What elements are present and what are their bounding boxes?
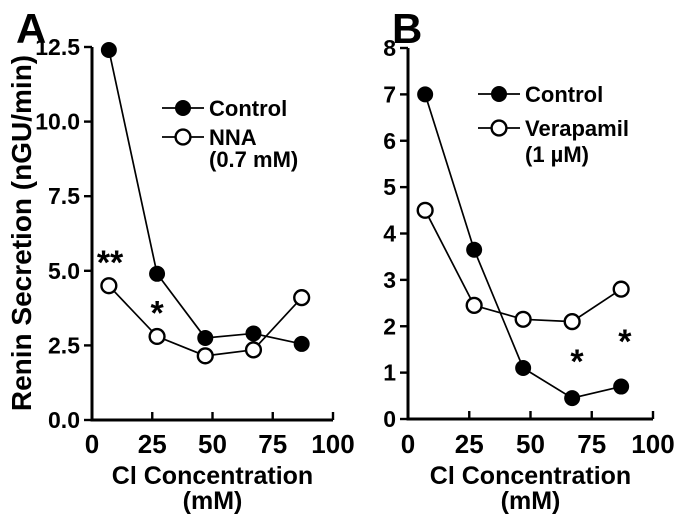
data-point-marker: [416, 201, 434, 219]
legend-filled-circle-marker: [175, 100, 191, 116]
legend-filled-circle-marker: [491, 86, 507, 102]
data-point-marker: [197, 329, 214, 346]
legend-item-verapamil: Verapamil(1 µM): [478, 116, 629, 167]
x-axis-title-b: Cl Concentration: [430, 462, 631, 490]
significance-asterisk-b: *: [570, 343, 584, 381]
y-tick-label-b: 5: [383, 174, 396, 200]
y-tick-label-a: 0.0: [48, 407, 80, 433]
significance-asterisk-a: **: [97, 244, 124, 282]
series-control-b: [417, 86, 630, 407]
x-tick-label-a: 50: [198, 429, 227, 459]
legend-label: NNA: [209, 125, 257, 150]
y-axis-title: Renin Secretion (nGU/min): [6, 55, 37, 411]
data-point-marker: [564, 390, 581, 407]
series-nna-0-7-mm-a: [100, 277, 311, 365]
data-point-marker: [612, 280, 630, 298]
legend-label: Control: [525, 82, 603, 107]
legend-sublabel: (0.7 mM): [209, 147, 298, 172]
data-point-marker: [293, 335, 310, 352]
series-verapamil-1-m-b: [416, 201, 630, 331]
data-point-marker: [148, 327, 166, 346]
data-point-marker: [196, 347, 214, 365]
data-point-marker: [100, 277, 118, 295]
x-axis-title-a: Cl Concentration: [112, 462, 313, 490]
legend-a: Control NNA(0.7 mM): [162, 96, 298, 172]
x-tick-label-b: 0: [401, 429, 415, 459]
panel-letter-a: A: [16, 5, 46, 52]
panel-b: 0 1 2 3 4 5 6 7 8 0 25 50 75 100 * * Control Verapamil(1 …: [383, 5, 674, 515]
data-point-marker: [100, 41, 117, 58]
legend-item-control: Control: [162, 96, 287, 121]
data-point-marker: [245, 325, 262, 342]
legend-sublabel: (1 µM): [525, 142, 589, 167]
x-tick-label-a: 25: [138, 429, 167, 459]
x-tick-label-b: 75: [577, 429, 606, 459]
y-tick-label-b: 4: [383, 221, 396, 247]
data-point-marker: [465, 296, 483, 314]
data-point-marker: [466, 241, 483, 258]
data-point-marker: [514, 310, 532, 328]
legend-b: Control Verapamil(1 µM): [478, 82, 629, 167]
y-tick-label-a: 5.0: [48, 258, 80, 284]
panel-letter-b: B: [392, 5, 422, 52]
y-tick-label-b: 2: [383, 313, 396, 339]
y-tick-label-b: 8: [383, 35, 396, 61]
y-tick-label-a: 12.5: [35, 34, 80, 60]
panel-a: 0.02.55.07.510.012.50 25 50 75 100***Control…: [16, 5, 355, 515]
series-line: [424, 209, 622, 323]
data-point-marker: [244, 341, 263, 359]
data-point-marker: [563, 313, 581, 331]
legend-item-nna: NNA(0.7 mM): [162, 125, 298, 172]
significance-asterisk-b: *: [618, 323, 632, 361]
y-tick-label-b: 6: [383, 128, 396, 154]
y-tick-label-b: 0: [383, 406, 396, 432]
x-tick-label-a: 75: [258, 429, 287, 459]
x-tick-label-b: 25: [455, 429, 484, 459]
legend-item-control: Control: [478, 82, 603, 107]
x-tick-label-b: 50: [516, 429, 545, 459]
y-tick-label-b: 7: [383, 81, 396, 107]
x-axis-title-units-a: (mM): [183, 487, 243, 515]
series-control-a: [100, 41, 310, 352]
legend-label: Control: [209, 96, 287, 121]
data-point-marker: [515, 359, 532, 376]
y-tick-label-a: 10.0: [35, 109, 80, 135]
y-tick-label-a: 7.5: [48, 183, 80, 209]
series-line: [108, 49, 302, 345]
x-tick-label-a: 0: [85, 429, 99, 459]
x-axis-title-units-b: (mM): [501, 487, 561, 515]
y-tick-label-b: 1: [383, 360, 396, 386]
x-tick-label-b: 100: [631, 429, 674, 459]
data-point-marker: [149, 265, 166, 282]
legend-open-circle-marker: [490, 119, 508, 137]
legend-open-circle-marker: [174, 128, 192, 146]
data-point-marker: [613, 378, 630, 395]
data-point-marker: [417, 86, 434, 103]
legend-label: Verapamil: [525, 116, 629, 141]
data-point-marker: [293, 289, 311, 307]
x-tick-label-a: 100: [311, 429, 354, 459]
y-tick-label-b: 3: [383, 267, 396, 293]
significance-asterisk-a: *: [150, 295, 164, 333]
y-tick-label-a: 2.5: [48, 332, 80, 358]
